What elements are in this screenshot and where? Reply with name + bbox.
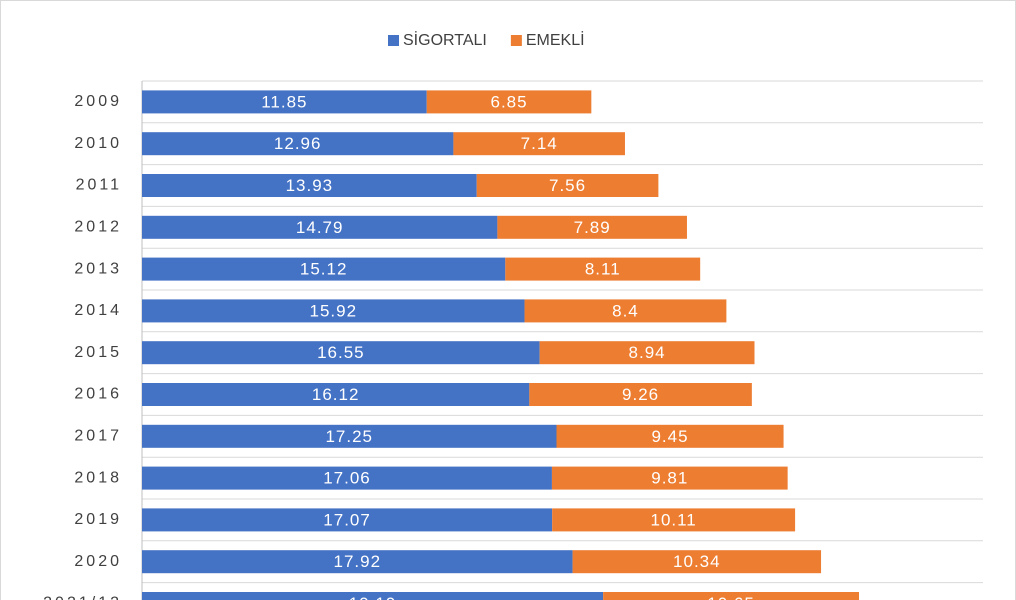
bar-segment	[529, 383, 752, 406]
data-label: 7.14	[521, 134, 558, 153]
bar-segment	[497, 215, 687, 239]
legend-label: SİGORTALI	[403, 30, 487, 49]
bar-segment	[142, 508, 553, 532]
data-label: 17.92	[334, 552, 382, 571]
y-tick-label: 2018	[74, 469, 122, 486]
data-label: 9.45	[651, 427, 688, 446]
legend-swatch	[388, 35, 399, 46]
data-label: 17.07	[323, 510, 371, 529]
y-tick-label: 2013	[74, 260, 122, 277]
bar-segment	[603, 592, 860, 600]
data-label: 17.06	[323, 469, 371, 488]
legend: SİGORTALI EMEKLİ	[388, 30, 585, 49]
bar-segment	[551, 466, 788, 490]
bar-segment	[142, 257, 506, 281]
y-tick-label: 2017	[74, 428, 122, 445]
bar-segment	[142, 592, 604, 600]
data-label: 10.65	[707, 594, 755, 600]
data-label: 9.26	[622, 385, 659, 404]
y-tick-label: 2020	[74, 553, 122, 570]
legend-label: EMEKLİ	[526, 30, 585, 49]
y-tick-label: 2016	[74, 386, 122, 403]
bar-segment	[539, 341, 755, 365]
bar-segment	[142, 341, 540, 365]
data-label: 9.81	[651, 469, 688, 488]
data-label: 16.55	[317, 343, 365, 362]
bar-segment	[572, 550, 822, 574]
y-tick-label: 2010	[74, 135, 122, 152]
bar-segment	[142, 132, 454, 156]
bar-segment	[453, 132, 625, 156]
y-tick-label: 2012	[74, 219, 122, 236]
bar-segment	[142, 550, 573, 574]
data-label: 7.89	[574, 218, 611, 237]
bar-segment	[142, 299, 525, 323]
data-label: 10.34	[673, 552, 721, 571]
bar-segment	[142, 383, 530, 406]
bar-segment	[426, 90, 592, 114]
data-label: 19.19	[349, 594, 397, 600]
legend-swatch	[510, 35, 522, 46]
data-label: 14.79	[296, 218, 344, 237]
data-label: 12.96	[274, 134, 322, 153]
data-label: 15.92	[309, 301, 357, 320]
bar-segment	[142, 215, 498, 239]
data-label: 15.12	[300, 260, 348, 279]
bar-segment	[556, 424, 784, 448]
data-label: 10.11	[650, 510, 696, 529]
y-tick-label: 2014	[74, 302, 122, 319]
bar-segment	[142, 466, 552, 490]
data-label: 8.4	[612, 301, 639, 320]
y-tick-label: 2011	[76, 177, 122, 194]
y-tick-label: 2015	[74, 344, 122, 361]
data-label: 13.93	[286, 176, 334, 195]
data-label: 8.94	[629, 343, 666, 362]
data-label: 7.56	[549, 176, 586, 195]
y-tick-label: 2021/12	[43, 595, 122, 600]
bar-segment	[476, 174, 659, 197]
data-label: 17.25	[325, 427, 373, 446]
bar-segment	[142, 424, 557, 448]
data-label: 6.85	[490, 92, 527, 111]
y-tick-label: 2019	[74, 511, 122, 528]
bar-segment	[505, 257, 701, 281]
bar-segment	[142, 90, 427, 114]
y-tick-label: 2009	[74, 93, 122, 110]
data-label: 8.11	[585, 260, 621, 279]
bar-segment	[524, 299, 727, 323]
data-label: 16.12	[312, 385, 360, 404]
bar-segment	[142, 174, 477, 197]
bar-segment	[552, 508, 796, 532]
data-label: 11.85	[261, 92, 307, 111]
